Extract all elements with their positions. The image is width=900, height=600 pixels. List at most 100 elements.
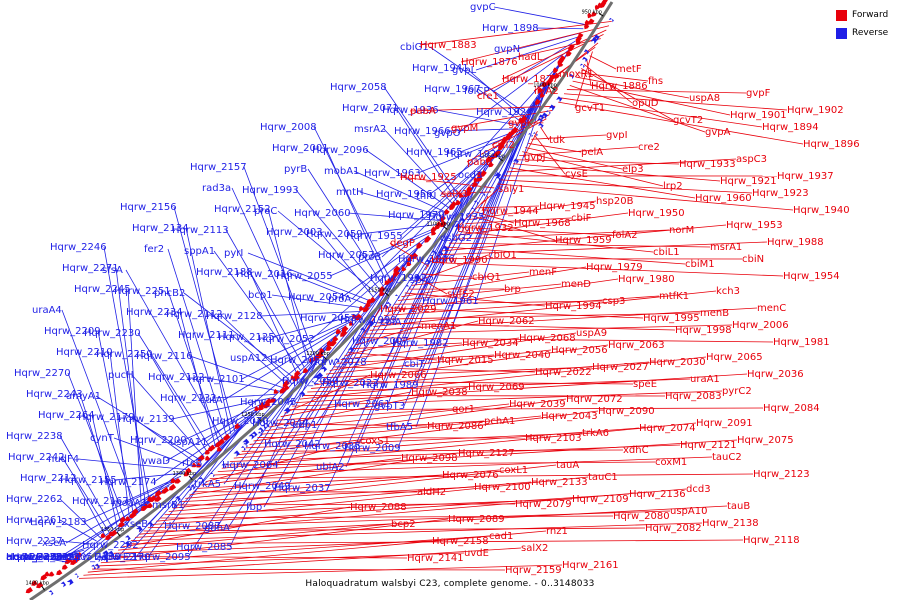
forward-feature-arrow bbox=[258, 405, 264, 411]
forward-feature-arrow bbox=[558, 62, 564, 68]
legend-item: Forward bbox=[836, 8, 900, 22]
reverse-gene-label: rtcB bbox=[182, 458, 203, 469]
forward-feature-arrow bbox=[406, 261, 412, 267]
reverse-gene-leader-line bbox=[223, 325, 347, 401]
reverse-gene-label: Hqrw_2116 bbox=[136, 351, 193, 362]
reverse-gene-label: Hqrw_2054 bbox=[288, 292, 345, 303]
forward-gene-leader-line bbox=[189, 452, 459, 496]
reverse-gene-leader-line bbox=[173, 206, 236, 432]
forward-gene-label: Hqrw_1994 bbox=[545, 301, 602, 312]
forward-feature-arrow bbox=[591, 11, 597, 17]
reverse-gene-label: Hqrw_2053 bbox=[300, 313, 357, 324]
forward-gene-label: Hqrw_2138 bbox=[702, 518, 759, 529]
forward-gene-leader-line bbox=[351, 342, 463, 350]
forward-gene-label: csp3 bbox=[602, 296, 625, 307]
forward-gene-label: Hqrw_1954 bbox=[783, 271, 840, 282]
forward-feature-arrow bbox=[393, 265, 401, 273]
forward-gene-label: gvpM bbox=[451, 123, 478, 134]
reverse-gene-leader-line bbox=[223, 339, 333, 485]
reverse-feature-arrow bbox=[473, 200, 479, 205]
reverse-gene-label: Hqrw_2071 bbox=[342, 103, 399, 114]
reverse-feature-arrow bbox=[288, 399, 294, 406]
reverse-gene-label: Hqrw_2275 bbox=[6, 552, 63, 563]
forward-feature-arrow bbox=[282, 379, 290, 387]
forward-gene-label: Hqrw_2080 bbox=[613, 511, 670, 522]
forward-gene-label: gvpA bbox=[705, 127, 731, 138]
reverse-gene-leader-line bbox=[397, 109, 529, 449]
forward-gene-label: Hqrw_2065 bbox=[706, 352, 763, 363]
reverse-gene-leader-line bbox=[59, 540, 93, 545]
forward-gene-leader-line bbox=[522, 151, 664, 187]
reverse-gene-label: Hqrw_2210 bbox=[56, 347, 113, 358]
forward-gene-label: cad1 bbox=[489, 531, 513, 542]
forward-feature-arrow bbox=[576, 39, 582, 46]
reverse-gene-label: Hqrw_2037 bbox=[274, 483, 331, 494]
forward-gene-leader-line bbox=[455, 212, 629, 236]
reverse-gene-leader-line bbox=[289, 273, 367, 305]
reverse-gene-leader-line bbox=[185, 227, 232, 435]
reverse-gene-label: Hqrw_2112 bbox=[166, 309, 223, 320]
reverse-gene-leader-line bbox=[265, 318, 354, 359]
reverse-feature-arrow bbox=[394, 294, 400, 299]
reverse-gene-label: Hqrw_2064 bbox=[222, 460, 279, 471]
reverse-gene-label: Hqrw_1946 bbox=[398, 254, 455, 265]
forward-gene-label: Hqrw_2091 bbox=[696, 418, 753, 429]
reverse-feature-arrow bbox=[221, 463, 227, 469]
forward-feature-arrow bbox=[594, 4, 600, 10]
reverse-gene-label: bcp1 bbox=[248, 290, 273, 301]
reverse-feature-arrow bbox=[334, 358, 340, 364]
reverse-gene-leader-line bbox=[109, 351, 130, 517]
forward-feature-arrow bbox=[205, 455, 211, 461]
reverse-gene-label: Hqrw_2061 bbox=[334, 399, 391, 410]
forward-gene-label: Hqrw_2161 bbox=[562, 560, 619, 571]
reverse-feature-arrow bbox=[314, 374, 321, 381]
forward-gene-label: Hqrw_1981 bbox=[773, 337, 830, 348]
reverse-gene-label: uraA2 bbox=[6, 552, 36, 563]
forward-gene-label: Hqrw_2066 bbox=[370, 370, 427, 381]
forward-feature-arrow bbox=[477, 175, 483, 182]
forward-gene-leader-line bbox=[152, 493, 630, 525]
reverse-feature-arrow bbox=[125, 535, 131, 541]
forward-gene-label: Hqrw_1925 bbox=[400, 172, 457, 183]
forward-gene-label: moxR1 bbox=[559, 69, 594, 80]
reverse-gene-leader-line bbox=[477, 88, 521, 122]
forward-gene-leader-line bbox=[513, 163, 721, 182]
reverse-gene-label: Hqrw_2023 bbox=[322, 378, 379, 389]
forward-gene-leader-line bbox=[126, 539, 744, 545]
forward-gene-leader-line bbox=[249, 415, 542, 445]
reverse-gene-label: Hqrw_2237 bbox=[6, 536, 63, 547]
reverse-gene-label: Hqrw_1967 bbox=[424, 84, 481, 95]
reverse-gene-leader-line bbox=[79, 393, 122, 523]
reverse-gene-label: Hqrw_2261 bbox=[6, 515, 63, 526]
reverse-feature-arrow bbox=[311, 380, 316, 386]
reverse-gene-label: Hqrw_1970 bbox=[388, 210, 445, 221]
forward-feature-arrow bbox=[439, 215, 446, 222]
forward-gene-label: salX2 bbox=[521, 543, 548, 554]
reverse-feature-arrow bbox=[513, 158, 519, 165]
forward-gene-label: Hqrw_1937 bbox=[777, 171, 834, 182]
forward-gene-label: Hqrw_2034 bbox=[462, 338, 519, 349]
reverse-gene-label: proC bbox=[254, 206, 277, 217]
reverse-gene-leader-line bbox=[307, 168, 384, 287]
reverse-gene-label: Hqrw_2028 bbox=[310, 357, 367, 368]
forward-feature-arrow bbox=[498, 143, 505, 151]
forward-gene-label: Hqrw_1940 bbox=[793, 205, 850, 216]
reverse-gene-leader-line bbox=[417, 136, 509, 174]
forward-feature-arrow bbox=[588, 18, 595, 25]
reverse-gene-label: nudF4 bbox=[48, 454, 79, 465]
reverse-gene-label: Hqrw_2310 bbox=[6, 552, 63, 563]
forward-feature-arrow bbox=[477, 171, 483, 178]
kbp-ticks: 950 kbp 1000 kbp 1050 kbp 1100 kbp 1150 kbp 1… bbox=[25, 9, 604, 591]
reverse-strand-gene-labels: gvpCHqrw_1898gvpNgvpLfolCPHqrw_1924gvpOH… bbox=[6, 2, 539, 563]
reverse-gene-label: sfsA bbox=[102, 265, 123, 276]
reverse-feature-arrow bbox=[102, 550, 109, 557]
forward-gene-label: menC bbox=[757, 303, 786, 314]
reverse-gene-label: Hqrw_2212 bbox=[20, 473, 77, 484]
forward-feature-arrow bbox=[488, 161, 494, 168]
forward-feature-arrow bbox=[100, 533, 106, 538]
reverse-gene-label: Hqrw_2245 bbox=[74, 284, 131, 295]
reverse-gene-leader-line bbox=[125, 269, 224, 441]
forward-gene-leader-line bbox=[185, 469, 500, 499]
forward-gene-label: Hqrw_2141 bbox=[407, 553, 464, 564]
